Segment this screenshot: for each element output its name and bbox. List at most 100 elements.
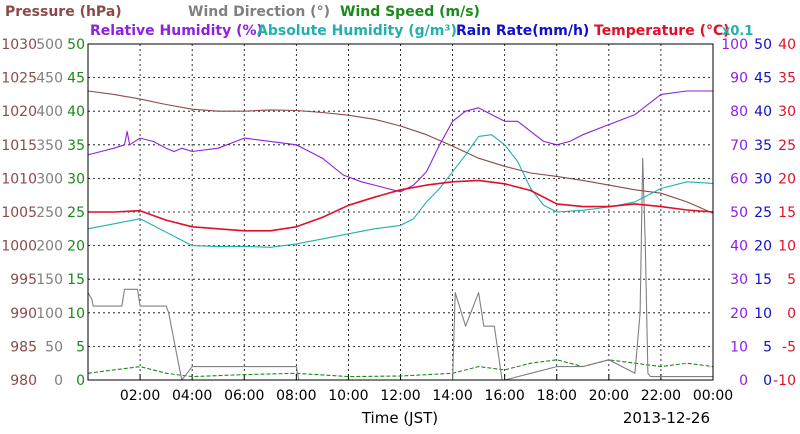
series-line-ah: [87, 134, 714, 248]
y-tick-label-pressure: 1005: [1, 205, 37, 221]
plot-frame: [87, 43, 714, 381]
y-tick-label-temp: 35: [778, 71, 796, 87]
y-tick-label-wind_dir: 0: [54, 373, 63, 389]
y-tick-label-wind_dir: 100: [36, 306, 63, 322]
y-tick-label-wind_dir: 200: [36, 239, 63, 255]
y-tick-label-temp: 20: [778, 171, 796, 187]
y-tick-label-temp: -10: [773, 373, 796, 389]
y-tick-label-rain: 10: [754, 306, 772, 322]
y-tick-label-temp: 5: [787, 272, 796, 288]
series-line-rh: [87, 90, 713, 193]
y-tick-label-rh: 40: [730, 239, 748, 255]
y-tick-label-wind_dir: 150: [36, 272, 63, 288]
legend: Pressure (hPa) Wind Direction (°) Wind Spe…: [5, 4, 753, 39]
y-tick-label-pressure: 1020: [1, 104, 37, 120]
y-tick-label-wind_speed: 5: [76, 339, 85, 355]
y-tick-label-rain: 35: [754, 138, 772, 154]
legend-item-pressure: Pressure (hPa): [5, 4, 122, 20]
y-tick-label-temp: 10: [778, 239, 796, 255]
y-tick-label-wind_speed: 10: [67, 306, 85, 322]
x-tick-label: 20:00: [589, 388, 629, 404]
y-tick-label-wind_speed: 45: [67, 71, 85, 87]
y-tick-label-rh: 50: [730, 205, 748, 221]
x-tick-label: 12:00: [380, 388, 420, 404]
y-tick-label-wind_speed: 20: [67, 239, 85, 255]
y-tick-label-wind_dir: 50: [45, 339, 63, 355]
y-tick-label-pressure: 995: [10, 272, 37, 288]
legend-item-wind_speed: Wind Speed (m/s): [340, 4, 480, 20]
y-tick-label-wind_dir: 400: [36, 104, 63, 120]
x-tick-label: 08:00: [276, 388, 316, 404]
y-tick-label-wind_speed: 15: [67, 272, 85, 288]
right-axes: 0102030405060708090100051015202530354045…: [721, 37, 796, 389]
legend-item-rain: Rain Rate(mm/h): [456, 23, 589, 39]
x-tick-label: 02:00: [120, 388, 160, 404]
date-label: 2013-12-26: [623, 409, 710, 427]
y-tick-label-rain: 25: [754, 205, 772, 221]
y-tick-label-wind_dir: 350: [36, 138, 63, 154]
y-tick-label-wind_speed: 40: [67, 104, 85, 120]
y-tick-label-pressure: 1030: [1, 37, 37, 53]
y-tick-label-pressure: 1015: [1, 138, 37, 154]
x-tick-label: 14:00: [432, 388, 472, 404]
y-tick-label-rh: 90: [730, 71, 748, 87]
series-line-wind_dir: [87, 157, 713, 381]
legend-item-temp: Temperature (°C): [594, 23, 730, 39]
y-tick-label-temp: -5: [782, 339, 796, 355]
series-line-temp: [88, 179, 714, 232]
y-tick-label-wind_speed: 0: [76, 373, 85, 389]
y-tick-label-rain: 40: [754, 104, 772, 120]
y-tick-label-rain: 45: [754, 71, 772, 87]
y-tick-label-pressure: 1025: [1, 71, 37, 87]
y-tick-label-rh: 70: [730, 138, 748, 154]
ah-scale-note: x0.1: [722, 24, 753, 39]
x-tick-label: 22:00: [641, 388, 681, 404]
y-tick-label-wind_dir: 250: [36, 205, 63, 221]
y-tick-label-rain: 0: [763, 373, 772, 389]
y-tick-label-temp: 40: [778, 37, 796, 53]
y-tick-label-temp: 30: [778, 104, 796, 120]
y-tick-label-wind_speed: 30: [67, 171, 85, 187]
y-tick-label-pressure: 985: [10, 339, 37, 355]
y-tick-label-temp: 25: [778, 138, 796, 154]
y-tick-label-pressure: 990: [10, 306, 37, 322]
x-tick-label: 18:00: [537, 388, 577, 404]
y-tick-label-rain: 50: [754, 37, 772, 53]
y-tick-label-wind_dir: 500: [36, 37, 63, 53]
x-axis: 02:00 04:00 06:00 08:00 10:00 12:00 14:00 16:00…: [120, 374, 733, 404]
y-tick-label-rain: 5: [763, 339, 772, 355]
y-tick-label-temp: 0: [787, 306, 796, 322]
y-tick-label-rain: 15: [754, 272, 772, 288]
y-tick-label-rh: 0: [739, 373, 748, 389]
y-tick-label-wind_speed: 25: [67, 205, 85, 221]
x-tick-label: 06:00: [224, 388, 264, 404]
y-tick-label-wind_dir: 300: [36, 171, 63, 187]
legend-item-ah: Absolute Humidity (g/m³): [257, 23, 457, 39]
y-tick-label-rh: 10: [730, 339, 748, 355]
x-tick-label: 16:00: [484, 388, 524, 404]
y-tick-label-rh: 60: [730, 171, 748, 187]
y-tick-label-pressure: 980: [10, 373, 37, 389]
series-line-pressure: [87, 90, 714, 214]
y-tick-label-rain: 30: [754, 171, 772, 187]
x-axis-label: Time (JST): [361, 409, 438, 427]
y-tick-label-rain: 20: [754, 239, 772, 255]
x-tick-label: 10:00: [328, 388, 368, 404]
legend-item-wind_dir: Wind Direction (°): [188, 4, 330, 20]
y-tick-label-pressure: 1000: [1, 239, 37, 255]
y-tick-label-rh: 20: [730, 306, 748, 322]
legend-item-rh: Relative Humidity (%): [90, 23, 263, 39]
y-tick-label-wind_dir: 450: [36, 71, 63, 87]
grid-lines: [88, 44, 713, 380]
x-tick-label: 04:00: [172, 388, 212, 404]
y-tick-label-rh: 80: [730, 104, 748, 120]
y-tick-label-rh: 100: [721, 37, 748, 53]
y-tick-label-wind_speed: 35: [67, 138, 85, 154]
x-tick-label: 00:00: [693, 388, 733, 404]
left-axes: 9809859909951000100510101015102010251030…: [1, 37, 85, 389]
y-tick-label-wind_speed: 50: [67, 37, 85, 53]
y-tick-label-temp: 15: [778, 205, 796, 221]
y-tick-label-rh: 30: [730, 272, 748, 288]
y-tick-label-pressure: 1010: [1, 171, 37, 187]
